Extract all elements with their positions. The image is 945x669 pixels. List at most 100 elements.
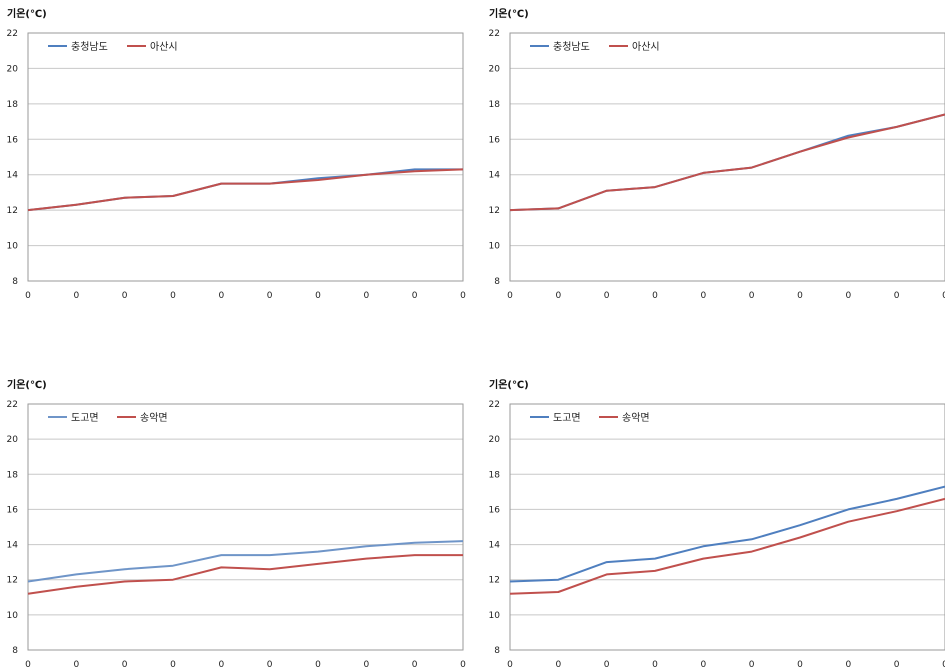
x-tick-label: 0 [507, 660, 513, 669]
x-tick-label: 0 [845, 660, 851, 669]
y-tick-label: 8 [12, 277, 18, 287]
x-tick-label: 0 [25, 660, 31, 669]
x-tick-label: 0 [652, 660, 658, 669]
x-tick-label: 0 [700, 291, 706, 301]
y-tick-label: 22 [7, 400, 18, 410]
x-tick-label: 0 [122, 291, 128, 301]
legend-label: 충청남도 [553, 41, 590, 53]
x-tick-label: 0 [460, 660, 466, 669]
x-tick-label: 0 [170, 660, 176, 669]
y-axis-label: 기온(℃) [7, 378, 47, 391]
x-tick-label: 0 [894, 291, 900, 301]
y-tick-label: 16 [7, 135, 19, 145]
y-tick-label: 14 [489, 171, 501, 181]
x-tick-label: 0 [412, 291, 418, 301]
x-tick-label: 0 [412, 660, 418, 669]
y-tick-label: 20 [7, 64, 19, 74]
x-tick-label: 0 [652, 291, 658, 301]
line-chart-2: 8 10 12 14 16 18 20 22 0 0 0 0 0 0 0 0 0 0 기온(℃) 충청남도 아산시 [489, 7, 945, 301]
y-axis-label: 기온(℃) [489, 7, 529, 20]
y-tick-label: 22 [7, 29, 18, 39]
x-tick-label: 0 [73, 660, 79, 669]
y-axis-label: 기온(℃) [7, 7, 47, 20]
y-tick-label: 16 [489, 135, 501, 145]
y-tick-label: 12 [489, 576, 500, 586]
series-line-2 [27, 554, 463, 595]
y-tick-label: 8 [494, 277, 500, 287]
x-tick-label: 0 [942, 291, 945, 301]
x-tick-label: 0 [749, 291, 755, 301]
x-tick-label: 0 [122, 660, 128, 669]
y-tick-label: 8 [12, 646, 18, 656]
y-tick-label: 20 [7, 435, 19, 445]
x-tick-label: 0 [170, 291, 176, 301]
y-tick-label: 22 [489, 400, 500, 410]
plot-area-frame [509, 32, 945, 282]
line-chart-4: 8 10 12 14 16 18 20 22 0 0 0 0 0 0 0 0 0 0 기온(℃) 도고면 송악면 [489, 378, 945, 669]
y-tick-label: 16 [489, 505, 501, 515]
legend-label: 아산시 [632, 41, 660, 53]
y-tick-label: 10 [7, 242, 19, 252]
series-line-2 [509, 497, 945, 595]
y-tick-label: 10 [489, 242, 501, 252]
y-tick-label: 18 [7, 100, 19, 110]
plot-area-frame [27, 32, 464, 282]
y-tick-label: 20 [489, 64, 501, 74]
x-tick-label: 0 [845, 291, 851, 301]
legend-label: 도고면 [553, 412, 581, 424]
series-line-1 [509, 485, 945, 583]
x-tick-label: 0 [894, 660, 900, 669]
x-tick-label: 0 [507, 291, 513, 301]
series-line-1 [27, 168, 463, 212]
x-tick-label: 0 [749, 660, 755, 669]
x-tick-label: 0 [315, 291, 321, 301]
x-tick-label: 0 [460, 291, 466, 301]
x-tick-label: 0 [604, 660, 610, 669]
x-tick-label: 0 [555, 660, 561, 669]
x-tick-label: 0 [267, 291, 273, 301]
y-tick-label: 14 [7, 171, 19, 181]
x-tick-label: 0 [604, 291, 610, 301]
legend-label: 충청남도 [71, 41, 108, 53]
y-axis-label: 기온(℃) [489, 378, 529, 391]
line-chart-3: 8 10 12 14 16 18 20 22 0 0 0 0 0 0 0 0 0 0 기온(℃) 도고면 송악면 [7, 378, 467, 669]
plot-area-frame [509, 403, 945, 651]
x-tick-label: 0 [363, 660, 369, 669]
series-line-1 [509, 113, 945, 212]
y-tick-label: 14 [489, 541, 501, 551]
y-tick-label: 18 [489, 100, 501, 110]
x-tick-label: 0 [942, 660, 945, 669]
legend-label: 도고면 [71, 412, 99, 424]
y-tick-label: 8 [494, 646, 500, 656]
y-tick-label: 20 [489, 435, 501, 445]
y-tick-label: 18 [7, 470, 19, 480]
y-tick-label: 16 [7, 505, 19, 515]
x-tick-label: 0 [555, 291, 561, 301]
plot-area-frame [27, 403, 464, 651]
line-chart-1: 8 10 12 14 16 18 20 22 0 0 0 0 0 0 0 0 0 0 기온(℃) 충청남도 아산시 [7, 7, 467, 301]
x-tick-label: 0 [797, 291, 803, 301]
x-tick-label: 0 [797, 660, 803, 669]
y-tick-label: 10 [489, 611, 501, 621]
x-tick-label: 0 [267, 660, 273, 669]
x-tick-label: 0 [218, 660, 224, 669]
y-tick-label: 22 [489, 29, 500, 39]
y-tick-label: 12 [7, 576, 18, 586]
legend-label: 아산시 [150, 41, 178, 53]
x-tick-label: 0 [25, 291, 31, 301]
legend-label: 송악면 [140, 412, 168, 424]
x-tick-label: 0 [315, 660, 321, 669]
series-line-2 [509, 113, 945, 212]
y-tick-label: 10 [7, 611, 19, 621]
x-tick-label: 0 [73, 291, 79, 301]
y-tick-label: 14 [7, 541, 19, 551]
legend-label: 송악면 [622, 412, 650, 424]
x-tick-label: 0 [363, 291, 369, 301]
series-line-2 [27, 168, 464, 212]
y-tick-label: 12 [7, 206, 18, 216]
series-line-1 [27, 540, 464, 583]
y-tick-label: 12 [489, 206, 500, 216]
y-tick-label: 18 [489, 470, 501, 480]
x-tick-label: 0 [700, 660, 706, 669]
